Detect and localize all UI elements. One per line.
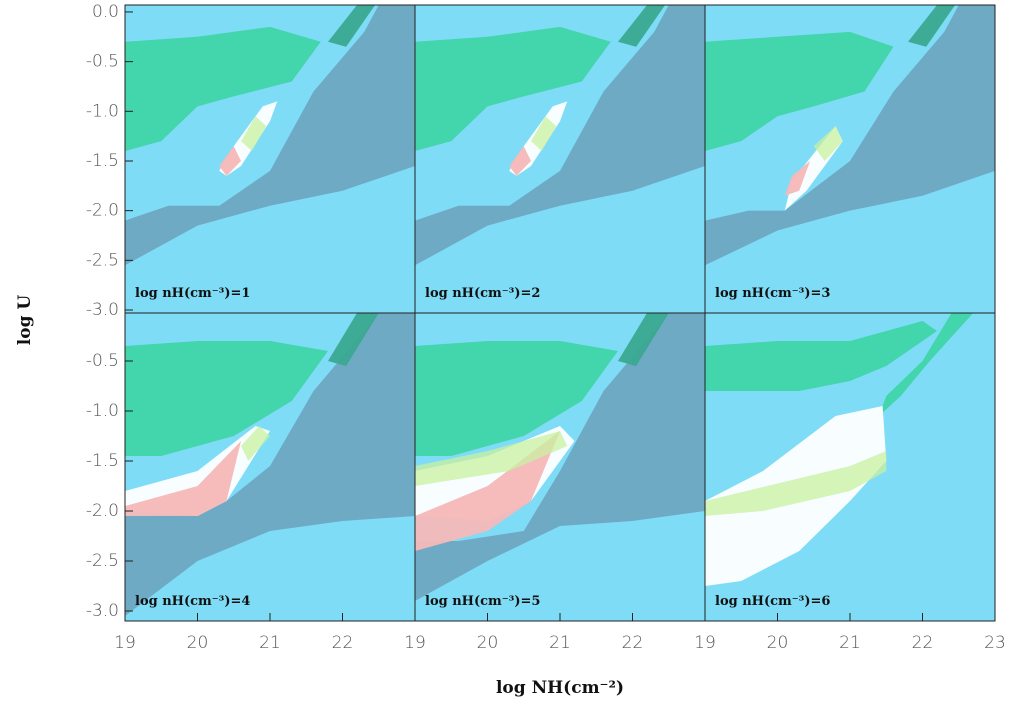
region xyxy=(415,5,705,266)
region xyxy=(241,116,267,152)
x-tick-label: 21 xyxy=(549,633,571,653)
region xyxy=(705,451,887,516)
region xyxy=(125,441,241,516)
region xyxy=(125,341,328,456)
x-tick-label: 20 xyxy=(767,633,789,653)
region xyxy=(415,26,611,152)
region xyxy=(705,5,995,266)
y-tick-label: -1.5 xyxy=(86,151,119,171)
panel xyxy=(125,5,415,313)
panel-label: log nH(cm⁻³)=1 xyxy=(135,286,250,301)
y-tick-label: -2.5 xyxy=(86,250,119,270)
region xyxy=(415,341,618,456)
y-tick-label: -2.0 xyxy=(86,501,119,521)
region xyxy=(125,26,321,152)
y-tick-label: -3.0 xyxy=(86,300,119,320)
x-axis-title: log NH(cm⁻²) xyxy=(496,678,624,698)
x-tick-label: 22 xyxy=(912,633,934,653)
panel-label: log nH(cm⁻³)=4 xyxy=(135,594,250,609)
x-tick-label: 20 xyxy=(187,633,209,653)
region xyxy=(241,426,270,461)
panel xyxy=(125,313,415,621)
x-tick-label: 21 xyxy=(839,633,861,653)
region xyxy=(509,146,531,176)
region xyxy=(125,313,415,616)
y-tick-label: -1.5 xyxy=(86,451,119,471)
region xyxy=(705,321,937,391)
panel xyxy=(705,5,995,313)
x-tick-label: 22 xyxy=(332,633,354,653)
x-tick-label: 20 xyxy=(477,633,499,653)
x-tick-label: 21 xyxy=(259,633,281,653)
region xyxy=(415,431,568,486)
region xyxy=(328,313,379,366)
x-tick-label: 19 xyxy=(114,633,136,653)
region xyxy=(531,116,557,152)
y-tick-label: -0.5 xyxy=(86,351,119,371)
panel-label: log nH(cm⁻³)=3 xyxy=(715,286,830,301)
region xyxy=(784,160,811,196)
x-tick-label: 19 xyxy=(404,633,426,653)
panel xyxy=(415,313,705,621)
x-tick-label: 23 xyxy=(984,633,1006,653)
region xyxy=(125,5,415,266)
region xyxy=(415,313,705,601)
y-tick-label: -3.0 xyxy=(86,601,119,621)
x-tick-label: 19 xyxy=(694,633,716,653)
panel xyxy=(705,313,995,621)
region xyxy=(813,126,843,161)
x-tick-label: 22 xyxy=(622,633,644,653)
region xyxy=(908,5,956,47)
region xyxy=(328,5,376,47)
panel xyxy=(415,5,705,313)
panel-label: log nH(cm⁻³)=2 xyxy=(425,286,540,301)
region xyxy=(705,31,894,152)
y-axis-title: log U xyxy=(15,295,35,346)
panel-label: log nH(cm⁻³)=5 xyxy=(425,594,540,609)
y-tick-label: 0.0 xyxy=(92,2,119,22)
region xyxy=(618,313,669,366)
panel-label: log nH(cm⁻³)=6 xyxy=(715,594,830,609)
region xyxy=(219,146,241,176)
y-tick-label: -1.0 xyxy=(86,101,119,121)
y-tick-label: -2.5 xyxy=(86,551,119,571)
y-tick-label: -0.5 xyxy=(86,52,119,72)
region xyxy=(879,313,974,416)
y-tick-label: -2.0 xyxy=(86,201,119,221)
region xyxy=(618,5,666,47)
y-tick-label: -1.0 xyxy=(86,401,119,421)
